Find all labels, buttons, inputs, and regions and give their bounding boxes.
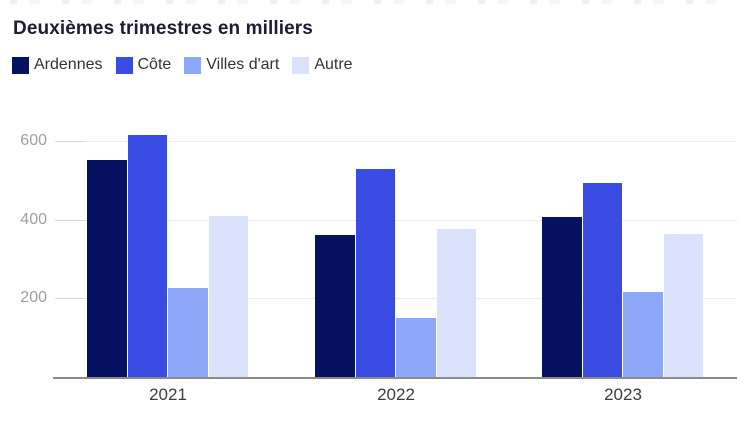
gridline-200 [55, 298, 737, 299]
bar-villes-d-art-2021 [168, 288, 208, 377]
legend-label-villes-d-art: Villes d'art [206, 56, 280, 73]
x-axis-label-2021: 2021 [149, 385, 187, 404]
bar-villes-d-art-2022 [396, 317, 436, 377]
legend-swatch-c-te [115, 56, 133, 74]
x-axis-line [53, 377, 737, 379]
bar-c-te-2021 [127, 134, 167, 377]
legend-label-ardennes: Ardennes [34, 56, 103, 73]
y-tick-600 [55, 141, 85, 142]
bar-ardennes-2022 [315, 235, 355, 377]
x-axis-label-2023: 2023 [604, 385, 642, 404]
bar-c-te-2022 [355, 169, 395, 377]
legend-swatch-ardennes [12, 56, 29, 74]
y-axis-label-400: 400 [20, 211, 47, 228]
bar-autre-2023 [663, 234, 703, 377]
chart-legend: Ardennes Côte Villes d'art Autre [12, 56, 366, 74]
legend-item-ardennes: Ardennes [12, 56, 103, 74]
legend-label-c-te: Côte [137, 56, 172, 73]
y-tick-400 [55, 220, 85, 221]
legend-label-autre: Autre [314, 56, 353, 73]
bar-c-te-2023 [582, 183, 622, 377]
legend-swatch-villes-d-art [184, 56, 202, 74]
gridline-600 [55, 141, 737, 142]
bar-autre-2022 [436, 229, 476, 377]
x-axis-label-2022: 2022 [377, 385, 415, 404]
y-axis-label-600: 600 [20, 132, 47, 149]
bar-autre-2021 [208, 215, 248, 377]
gridline-400 [55, 220, 737, 221]
cropped-text-artifact [10, 0, 730, 4]
y-tick-200 [55, 298, 85, 299]
bar-villes-d-art-2023 [623, 291, 663, 377]
legend-item-c-te: Côte [115, 56, 172, 74]
chart-title: Deuxièmes trimestres en milliers [13, 18, 313, 39]
y-axis-label-200: 200 [20, 289, 47, 306]
bar-ardennes-2023 [542, 217, 582, 377]
legend-item-autre: Autre [292, 56, 353, 74]
legend-swatch-autre [292, 56, 310, 74]
legend-item-villes-d-art: Villes d'art [184, 56, 279, 74]
bar-ardennes-2021 [87, 160, 127, 377]
